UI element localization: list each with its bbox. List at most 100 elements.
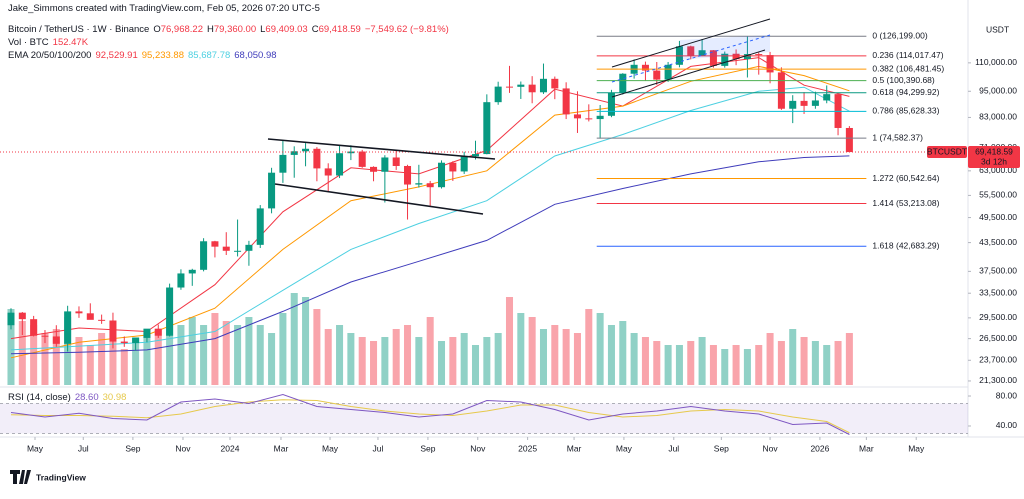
ema-line [10, 155, 850, 355]
volume-bar [585, 309, 593, 385]
volume-bar [143, 333, 151, 385]
volume-bar [517, 313, 525, 385]
logo-text: TradingView [36, 472, 86, 482]
y-tick-label: 95,000.00 [979, 86, 1017, 96]
y-tick-label: 33,500.00 [979, 287, 1017, 297]
volume-bar [222, 321, 230, 385]
countdown-text: 3d 12h [981, 156, 1007, 166]
volume-bar [449, 337, 457, 385]
candle-body [551, 78, 559, 89]
volume-bar [132, 337, 140, 385]
candle-body [381, 157, 389, 172]
volume-bar [505, 297, 514, 385]
volume-bar [664, 345, 672, 385]
candle-body [177, 273, 185, 288]
trendline [611, 49, 766, 98]
candle-body [539, 78, 547, 93]
logo-icon [10, 470, 31, 484]
volume-bar [573, 333, 581, 385]
y-tick-label: 110,000.00 [975, 57, 1017, 67]
volume-bar [313, 309, 321, 385]
candle-body [494, 86, 502, 103]
y-tick-label: 83,000.00 [979, 112, 1017, 122]
rsi-tick-label: 80.00 [996, 390, 1018, 400]
candle-body [200, 241, 208, 270]
candle-body [709, 50, 717, 66]
volume-bar [120, 349, 128, 385]
volume-bar [336, 325, 344, 385]
candle-body [256, 208, 264, 245]
candle-body [449, 162, 457, 172]
volume-bar [415, 337, 423, 385]
volume-bar [630, 333, 638, 385]
volume-bar [551, 325, 559, 385]
fib-label: 0.236 (114,017.47) [872, 50, 943, 60]
volume-bar [30, 325, 38, 385]
rsi-legend: RSI (14, close) 28.60 30.98 [8, 392, 130, 403]
volume-bar [834, 341, 842, 385]
author-line: Jake_Simmons created with TradingView.co… [8, 3, 320, 14]
candle-body [483, 102, 491, 155]
ema-value: 68,050.98 [234, 50, 277, 61]
x-tick-label: May [322, 443, 339, 453]
x-tick-label: Sep [714, 443, 729, 453]
x-tick-label: May [27, 443, 44, 453]
candle-body [222, 246, 230, 251]
volume-bar [789, 329, 797, 385]
candle-body [279, 154, 287, 173]
symbol-legend: Bitcoin / TetherUS · 1W · Binance O76,968… [8, 24, 453, 35]
x-tick-label: May [908, 443, 925, 453]
x-tick-label: Mar [567, 443, 582, 453]
rsi-tick-label: 40.00 [996, 420, 1018, 430]
volume-bar [653, 341, 661, 385]
volume-bar [52, 329, 60, 385]
y-tick-label: 55,500.00 [979, 190, 1017, 200]
x-tick-label: Nov [470, 443, 486, 453]
candle-body [64, 311, 72, 344]
candle-body [641, 64, 649, 71]
candle-body [370, 166, 378, 172]
volume-bar [358, 337, 366, 385]
symbol: Bitcoin / TetherUS · 1W · Binance [8, 24, 150, 35]
volume-bar [483, 337, 491, 385]
ohlc-key: H [206, 24, 214, 35]
ohlc-value: 76,968.22 [160, 24, 203, 35]
fib-label: 1 (74,582.37) [872, 132, 923, 142]
ema-value: 85,687.78 [188, 50, 231, 61]
candle-body [562, 88, 570, 115]
candle-body [845, 127, 853, 153]
volume-bar [86, 345, 94, 385]
volume-bar [18, 321, 26, 385]
ohlc-key: O [153, 24, 161, 35]
logo: TradingView [10, 470, 86, 484]
x-tick-label: Sep [420, 443, 435, 453]
candle-body [471, 154, 480, 157]
volume-bar [562, 329, 570, 385]
candle-body [41, 335, 49, 337]
volume-bar [641, 337, 649, 385]
candle-body [313, 148, 321, 169]
fib-label: 0.786 (85,628.33) [872, 106, 939, 116]
candle-body [109, 320, 117, 342]
trendline [611, 18, 771, 68]
candle-body [426, 183, 434, 188]
ohlc-key: C [311, 24, 319, 35]
ema-title: EMA 20/50/100/200 [8, 50, 92, 61]
candle-body [211, 241, 219, 247]
candle-body [743, 54, 751, 60]
change: −7,549.62 (−9.81%) [364, 24, 449, 35]
drawings [267, 18, 771, 215]
volume-bar [675, 345, 683, 385]
candle-body [154, 328, 162, 336]
volume-bar [268, 333, 276, 385]
plot: 0 (126,199.00) 0.236 (114,017.47) 0.382 (1… [0, 30, 968, 435]
volume-bar [279, 313, 287, 385]
volume-title: Vol · BTC [8, 37, 49, 48]
volume-bar [698, 337, 706, 385]
x-tick-label: Jul [668, 443, 679, 453]
candle-body [245, 244, 253, 251]
candle-body [664, 64, 672, 80]
ohlc-key: L [260, 24, 266, 35]
volume-bar [154, 329, 162, 385]
